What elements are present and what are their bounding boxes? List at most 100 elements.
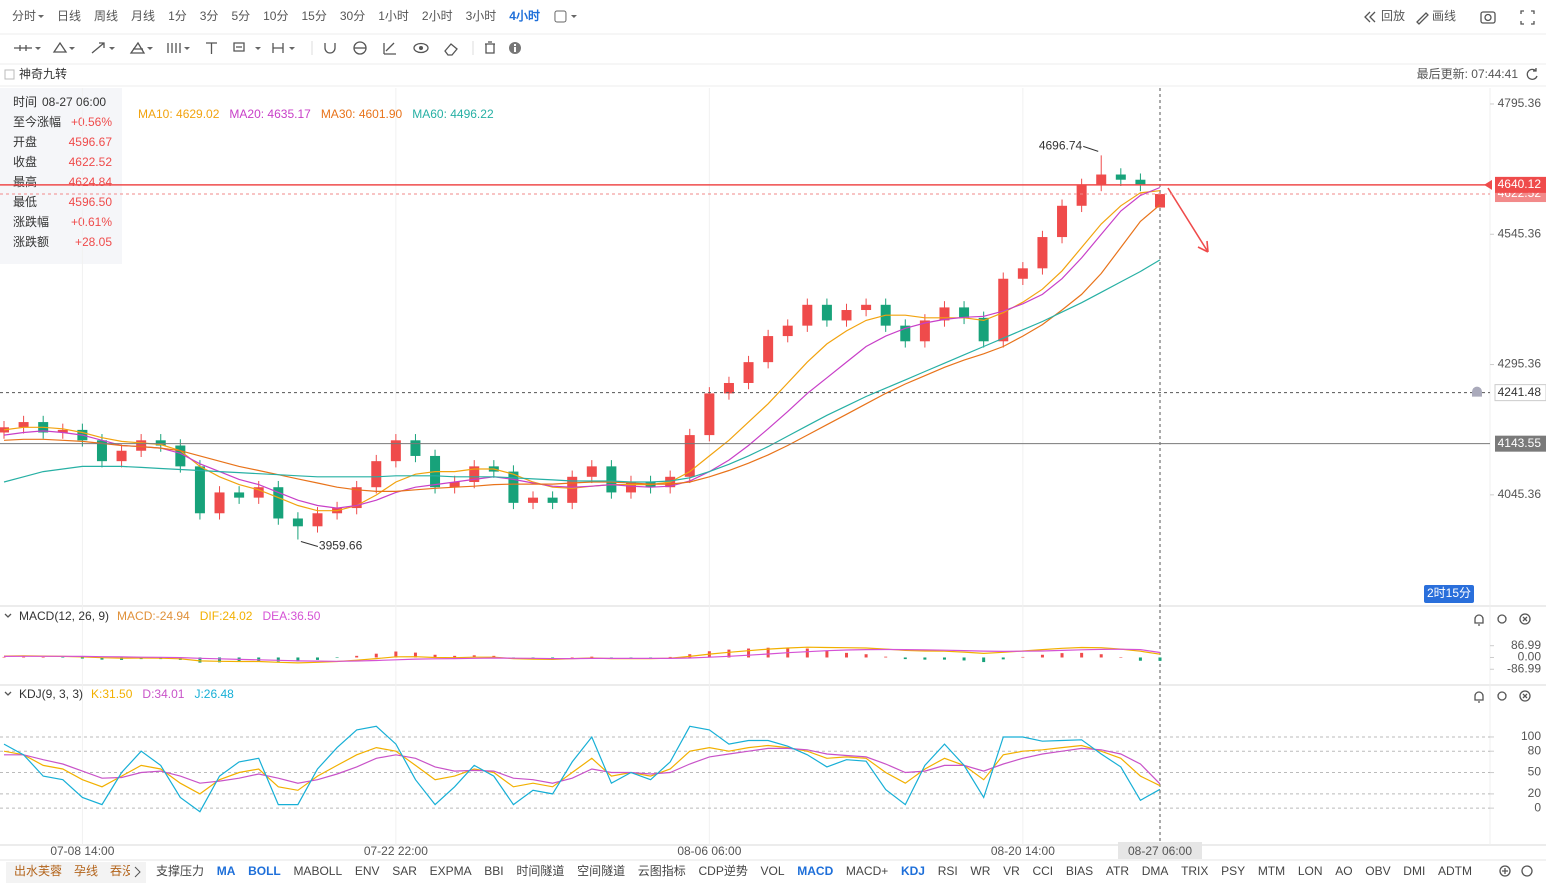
indicator-tab[interactable]: DMI <box>1403 864 1425 878</box>
period-tab[interactable]: 日线 <box>57 9 81 23</box>
macd-bar <box>2 656 6 658</box>
signal-label[interactable]: 神奇九转 <box>19 66 67 81</box>
info-label: 收盘 <box>13 154 37 169</box>
pattern-tab[interactable]: 孕线 <box>74 864 98 878</box>
macd-bar <box>649 657 653 658</box>
indicator-tab[interactable]: BOLL <box>248 864 281 878</box>
indicator-tab[interactable]: MABOLL <box>293 864 342 878</box>
indicator-tab[interactable]: KDJ <box>901 864 925 878</box>
panel-icons[interactable] <box>4 613 1533 877</box>
plot-area <box>2 646 1162 664</box>
indicator-tab[interactable]: PSY <box>1221 864 1245 878</box>
checkbox[interactable] <box>554 10 567 23</box>
candle-body <box>821 304 832 321</box>
period-tab[interactable]: 30分 <box>340 9 365 23</box>
candle-body <box>743 362 754 383</box>
refresh-icon[interactable] <box>1526 68 1538 80</box>
candle-body <box>312 513 323 527</box>
indicator-tab[interactable]: 支撑压力 <box>156 863 204 878</box>
info-value: +0.61% <box>71 215 112 229</box>
indicator-tab[interactable]: EXPMA <box>430 864 472 878</box>
price-tag-label: 4640.12 <box>1498 177 1542 191</box>
indicator-tab[interactable]: 空间隧道 <box>577 863 625 878</box>
pattern-tab[interactable]: 出水芙蓉 <box>14 864 62 878</box>
macd-bar <box>41 657 45 658</box>
indicator-tab[interactable]: OBV <box>1365 864 1390 878</box>
macd-bar <box>335 657 339 659</box>
price-tag <box>1494 384 1546 402</box>
indicator-tab[interactable]: AO <box>1335 864 1352 878</box>
candle-body <box>625 482 636 493</box>
indicator-tab[interactable]: BIAS <box>1066 864 1093 878</box>
indicator-tab[interactable]: MA <box>217 864 236 878</box>
period-tab[interactable]: 3小时 <box>466 9 497 23</box>
indicator-tab[interactable]: LON <box>1298 864 1323 878</box>
period-tab[interactable]: 分时 <box>12 9 36 23</box>
macd-bar <box>100 657 104 660</box>
indicator-tab[interactable]: ENV <box>355 864 380 878</box>
indicator-tab[interactable]: MTM <box>1258 864 1285 878</box>
macd-bar <box>845 652 849 658</box>
macd-bar <box>355 655 359 658</box>
candle-body <box>253 487 264 498</box>
indicator-tab[interactable]: DMA <box>1142 864 1169 878</box>
indicator-tab[interactable]: CCI <box>1032 864 1053 878</box>
toolbar-icons[interactable] <box>1364 10 1535 25</box>
period-tab[interactable]: 2小时 <box>422 9 453 23</box>
candle-body <box>1037 237 1048 269</box>
candle-body <box>175 445 186 467</box>
period-tab[interactable]: 1小时 <box>378 9 409 23</box>
candle-body <box>1076 184 1087 206</box>
macd-bar <box>1138 657 1142 661</box>
info-label: 涨跌额 <box>13 234 49 249</box>
indicator-tab[interactable]: MACD <box>797 864 833 878</box>
indicator-tab[interactable]: VOL <box>761 864 785 878</box>
scroll-button[interactable] <box>130 862 146 883</box>
pattern-tab[interactable]: 吞没 <box>110 863 134 878</box>
drawing-toolbar[interactable] <box>14 41 521 56</box>
candle-body <box>390 440 401 462</box>
macd-bar <box>982 657 986 663</box>
x-tick-label: 08-06 06:00 <box>677 844 741 858</box>
indicator-tab[interactable]: 时间隧道 <box>516 863 564 878</box>
info-panel <box>0 88 122 264</box>
drawn-arrow[interactable] <box>1167 187 1209 253</box>
indicator-tab[interactable]: ATR <box>1106 864 1129 878</box>
toolbar-action[interactable]: 回放 <box>1381 8 1405 23</box>
indicator-tab[interactable]: WR <box>970 864 990 878</box>
indicator-tab[interactable]: MACD+ <box>846 864 888 878</box>
candle-body <box>351 487 362 509</box>
annotation-leader <box>1083 145 1099 152</box>
period-tab[interactable]: 4小时 <box>509 8 540 23</box>
countdown: 2时15分 <box>1427 586 1471 600</box>
period-tab[interactable]: 10分 <box>263 9 288 23</box>
indicator-tab[interactable]: SAR <box>392 864 417 878</box>
indicator-tab[interactable]: TRIX <box>1181 864 1208 878</box>
period-tab[interactable]: 周线 <box>94 9 118 23</box>
toolbar-action[interactable]: 画线 <box>1432 9 1456 23</box>
candle-body <box>1155 194 1165 208</box>
candle-body <box>1017 268 1028 279</box>
x-tick-label: 08-27 06:00 <box>1128 844 1192 858</box>
period-tab[interactable]: 15分 <box>301 9 326 23</box>
period-tab[interactable]: 1分 <box>168 9 187 23</box>
indicator-tab[interactable]: RSI <box>938 864 958 878</box>
indicator-tab[interactable]: VR <box>1003 864 1020 878</box>
indicator-tab[interactable]: CDP逆势 <box>698 863 747 878</box>
macd-bar <box>453 655 457 658</box>
period-tab[interactable]: 月线 <box>131 9 155 23</box>
indicator-tab[interactable]: 云图指标 <box>638 863 686 878</box>
indicator-tab[interactable]: BBI <box>484 864 503 878</box>
toggle-box[interactable] <box>4 69 15 80</box>
macd-bar <box>276 657 280 662</box>
legend-entry: MA10: 4629.02 <box>138 107 220 121</box>
candle-body <box>841 310 852 321</box>
period-tab[interactable]: 3分 <box>200 9 219 23</box>
alert-bell[interactable] <box>1472 386 1482 397</box>
candle-body <box>959 307 970 318</box>
macd-bar <box>1080 652 1084 658</box>
indicator-tab[interactable]: ADTM <box>1438 864 1472 878</box>
period-tab[interactable]: 5分 <box>231 9 250 23</box>
candle-body <box>567 476 578 503</box>
